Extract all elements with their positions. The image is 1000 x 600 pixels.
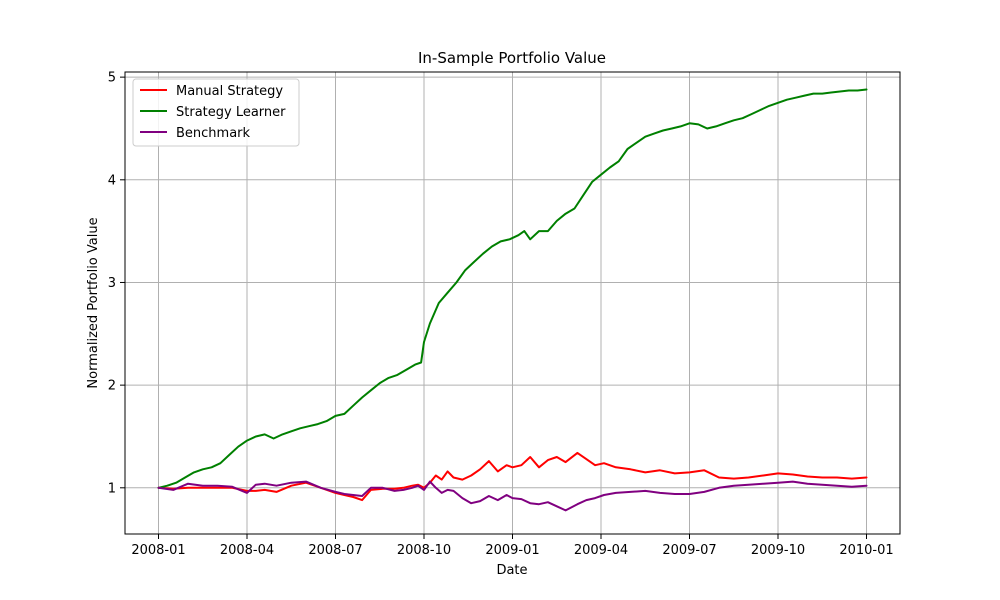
x-tick-label-2008-07: 2008-07 [308,543,362,558]
legend-label-manual-strategy: Manual Strategy [176,84,283,99]
x-tick-label-2009-04: 2009-04 [574,543,628,558]
legend: Manual Strategy Strategy Learner Benchma… [132,78,300,147]
y-tick-label-5: 5 [108,71,116,86]
axis-ticks: 2008-01 2008-04 2008-07 2008-10 2009-01 2009-… [108,71,894,558]
chart-title: In-Sample Portfolio Value [418,49,606,67]
y-tick-label-1: 1 [108,481,116,496]
series-line-strategy-learner [157,88,868,489]
x-tick-label-2010-01: 2010-01 [839,543,893,558]
y-tick-label-3: 3 [108,276,116,291]
x-tick-label-2008-04: 2008-04 [220,543,274,558]
grid [125,72,900,534]
y-tick-label-4: 4 [108,173,116,188]
series-line-benchmark [157,480,868,512]
x-tick-label-2009-10: 2009-10 [751,543,805,558]
series-line-manual-strategy [157,451,868,502]
legend-box [132,78,300,147]
y-tick-label-2: 2 [108,379,116,394]
legend-label-strategy-learner: Strategy Learner [176,105,286,120]
y-axis-title: Normalized Portfolio Value [86,217,101,388]
legend-label-benchmark: Benchmark [176,126,251,141]
x-tick-label-2008-10: 2008-10 [397,543,451,558]
series-group [157,88,868,512]
x-tick-label-2008-01: 2008-01 [131,543,185,558]
x-tick-label-2009-07: 2009-07 [662,543,716,558]
x-axis-title: Date [496,563,527,578]
x-tick-label-2009-01: 2009-01 [485,543,539,558]
